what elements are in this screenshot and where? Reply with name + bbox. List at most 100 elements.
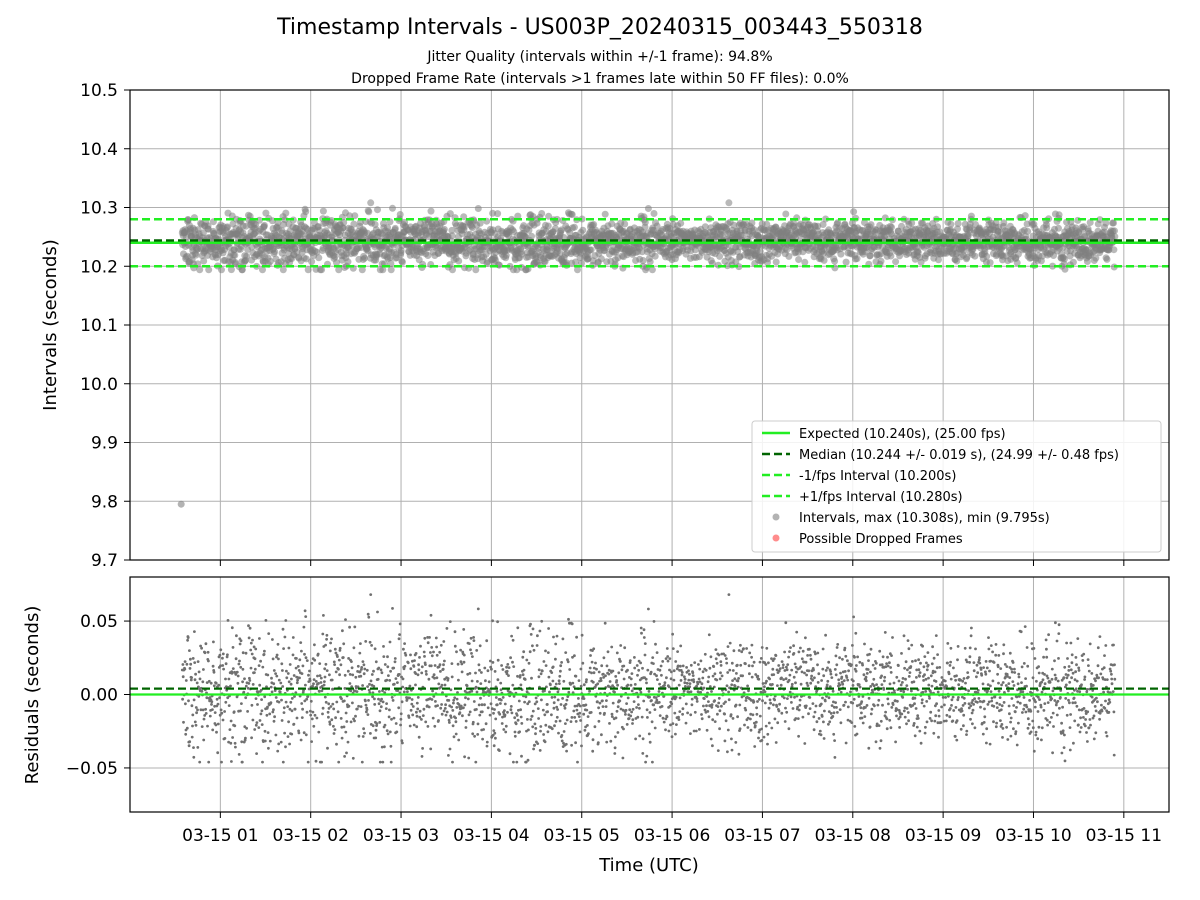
residual-point	[536, 742, 540, 745]
y-tick-label: 10.3	[80, 199, 118, 219]
residual-point	[224, 700, 228, 704]
residual-point	[415, 710, 418, 714]
residual-point	[718, 727, 721, 731]
residual-point	[560, 661, 563, 664]
residual-point	[399, 717, 403, 721]
residual-point	[407, 716, 411, 719]
residual-point	[336, 710, 340, 714]
residual-point	[435, 645, 438, 649]
interval-point	[351, 212, 359, 220]
residual-point	[754, 720, 758, 724]
residual-point	[302, 731, 306, 735]
interval-point	[544, 222, 552, 230]
residual-point	[314, 680, 318, 683]
y-tick-label: 9.7	[91, 551, 118, 571]
residual-point	[513, 734, 517, 738]
residual-point	[437, 682, 441, 686]
residual-point	[313, 643, 316, 647]
residual-point	[737, 752, 741, 756]
residual-point	[535, 700, 539, 704]
residual-point	[690, 697, 694, 701]
residual-point	[576, 760, 579, 764]
residual-point	[354, 714, 357, 718]
residual-point	[200, 725, 204, 728]
interval-point	[892, 258, 900, 266]
residual-point	[230, 671, 234, 675]
residual-point	[212, 670, 216, 674]
residual-point	[531, 709, 535, 713]
residual-point	[400, 700, 404, 704]
residual-point	[319, 681, 323, 684]
residual-point	[613, 752, 617, 755]
residual-point	[260, 709, 264, 713]
residual-point	[425, 672, 428, 676]
residual-point	[696, 682, 700, 686]
interval-point	[908, 219, 916, 227]
residual-point	[468, 710, 472, 714]
residual-point	[305, 659, 309, 662]
residual-point	[432, 650, 435, 654]
residual-point	[321, 712, 324, 716]
residual-point	[457, 678, 460, 682]
residual-point	[645, 708, 649, 712]
residual-point	[211, 728, 215, 732]
residual-point	[333, 647, 337, 651]
residual-point	[504, 730, 508, 734]
residual-point	[624, 708, 628, 712]
residual-point	[337, 667, 340, 671]
residual-point	[234, 657, 238, 661]
residual-point	[747, 689, 750, 693]
residual-point	[341, 629, 344, 633]
residual-point	[263, 729, 267, 733]
residual-point	[759, 657, 763, 660]
residual-point	[364, 703, 368, 707]
residual-point	[408, 696, 411, 700]
residual-point	[216, 722, 220, 726]
residual-point	[703, 652, 707, 656]
residual-point	[658, 682, 661, 686]
residual-point	[182, 720, 185, 724]
residual-point	[284, 619, 288, 622]
residual-point	[577, 697, 580, 700]
residual-point	[521, 673, 525, 677]
residual-point	[494, 717, 498, 721]
interval-point	[795, 256, 803, 263]
residual-point	[439, 643, 443, 647]
residual-point	[309, 713, 313, 717]
residual-point	[570, 622, 574, 626]
residual-point	[644, 677, 648, 681]
residual-point	[616, 683, 619, 687]
residual-point	[366, 612, 370, 616]
interval-point	[1043, 224, 1051, 232]
residual-point	[343, 755, 346, 758]
residual-point	[294, 666, 298, 670]
residual-point	[468, 672, 472, 675]
residual-point	[388, 708, 391, 712]
residual-point	[404, 653, 408, 657]
interval-point	[231, 251, 239, 259]
residual-point	[604, 674, 607, 678]
interval-outlier-point	[177, 500, 185, 508]
residual-point	[536, 707, 540, 710]
residual-point	[194, 706, 198, 709]
residual-point	[455, 650, 458, 654]
residual-point	[184, 732, 188, 736]
residual-point	[277, 678, 281, 682]
interval-point	[313, 248, 321, 256]
residual-point	[463, 755, 466, 759]
residual-point	[484, 679, 487, 683]
residual-point	[351, 673, 355, 677]
residual-point	[197, 670, 201, 674]
interval-point	[308, 258, 316, 266]
interval-point	[579, 226, 587, 234]
residual-point	[772, 703, 775, 707]
residual-point	[559, 664, 563, 668]
residual-point	[646, 716, 649, 719]
residual-point	[580, 744, 583, 748]
residual-point	[498, 712, 502, 716]
residual-point	[752, 700, 756, 704]
residual-point	[766, 732, 770, 736]
residual-point	[385, 729, 389, 733]
residual-point	[635, 664, 639, 667]
residual-point	[480, 710, 484, 714]
